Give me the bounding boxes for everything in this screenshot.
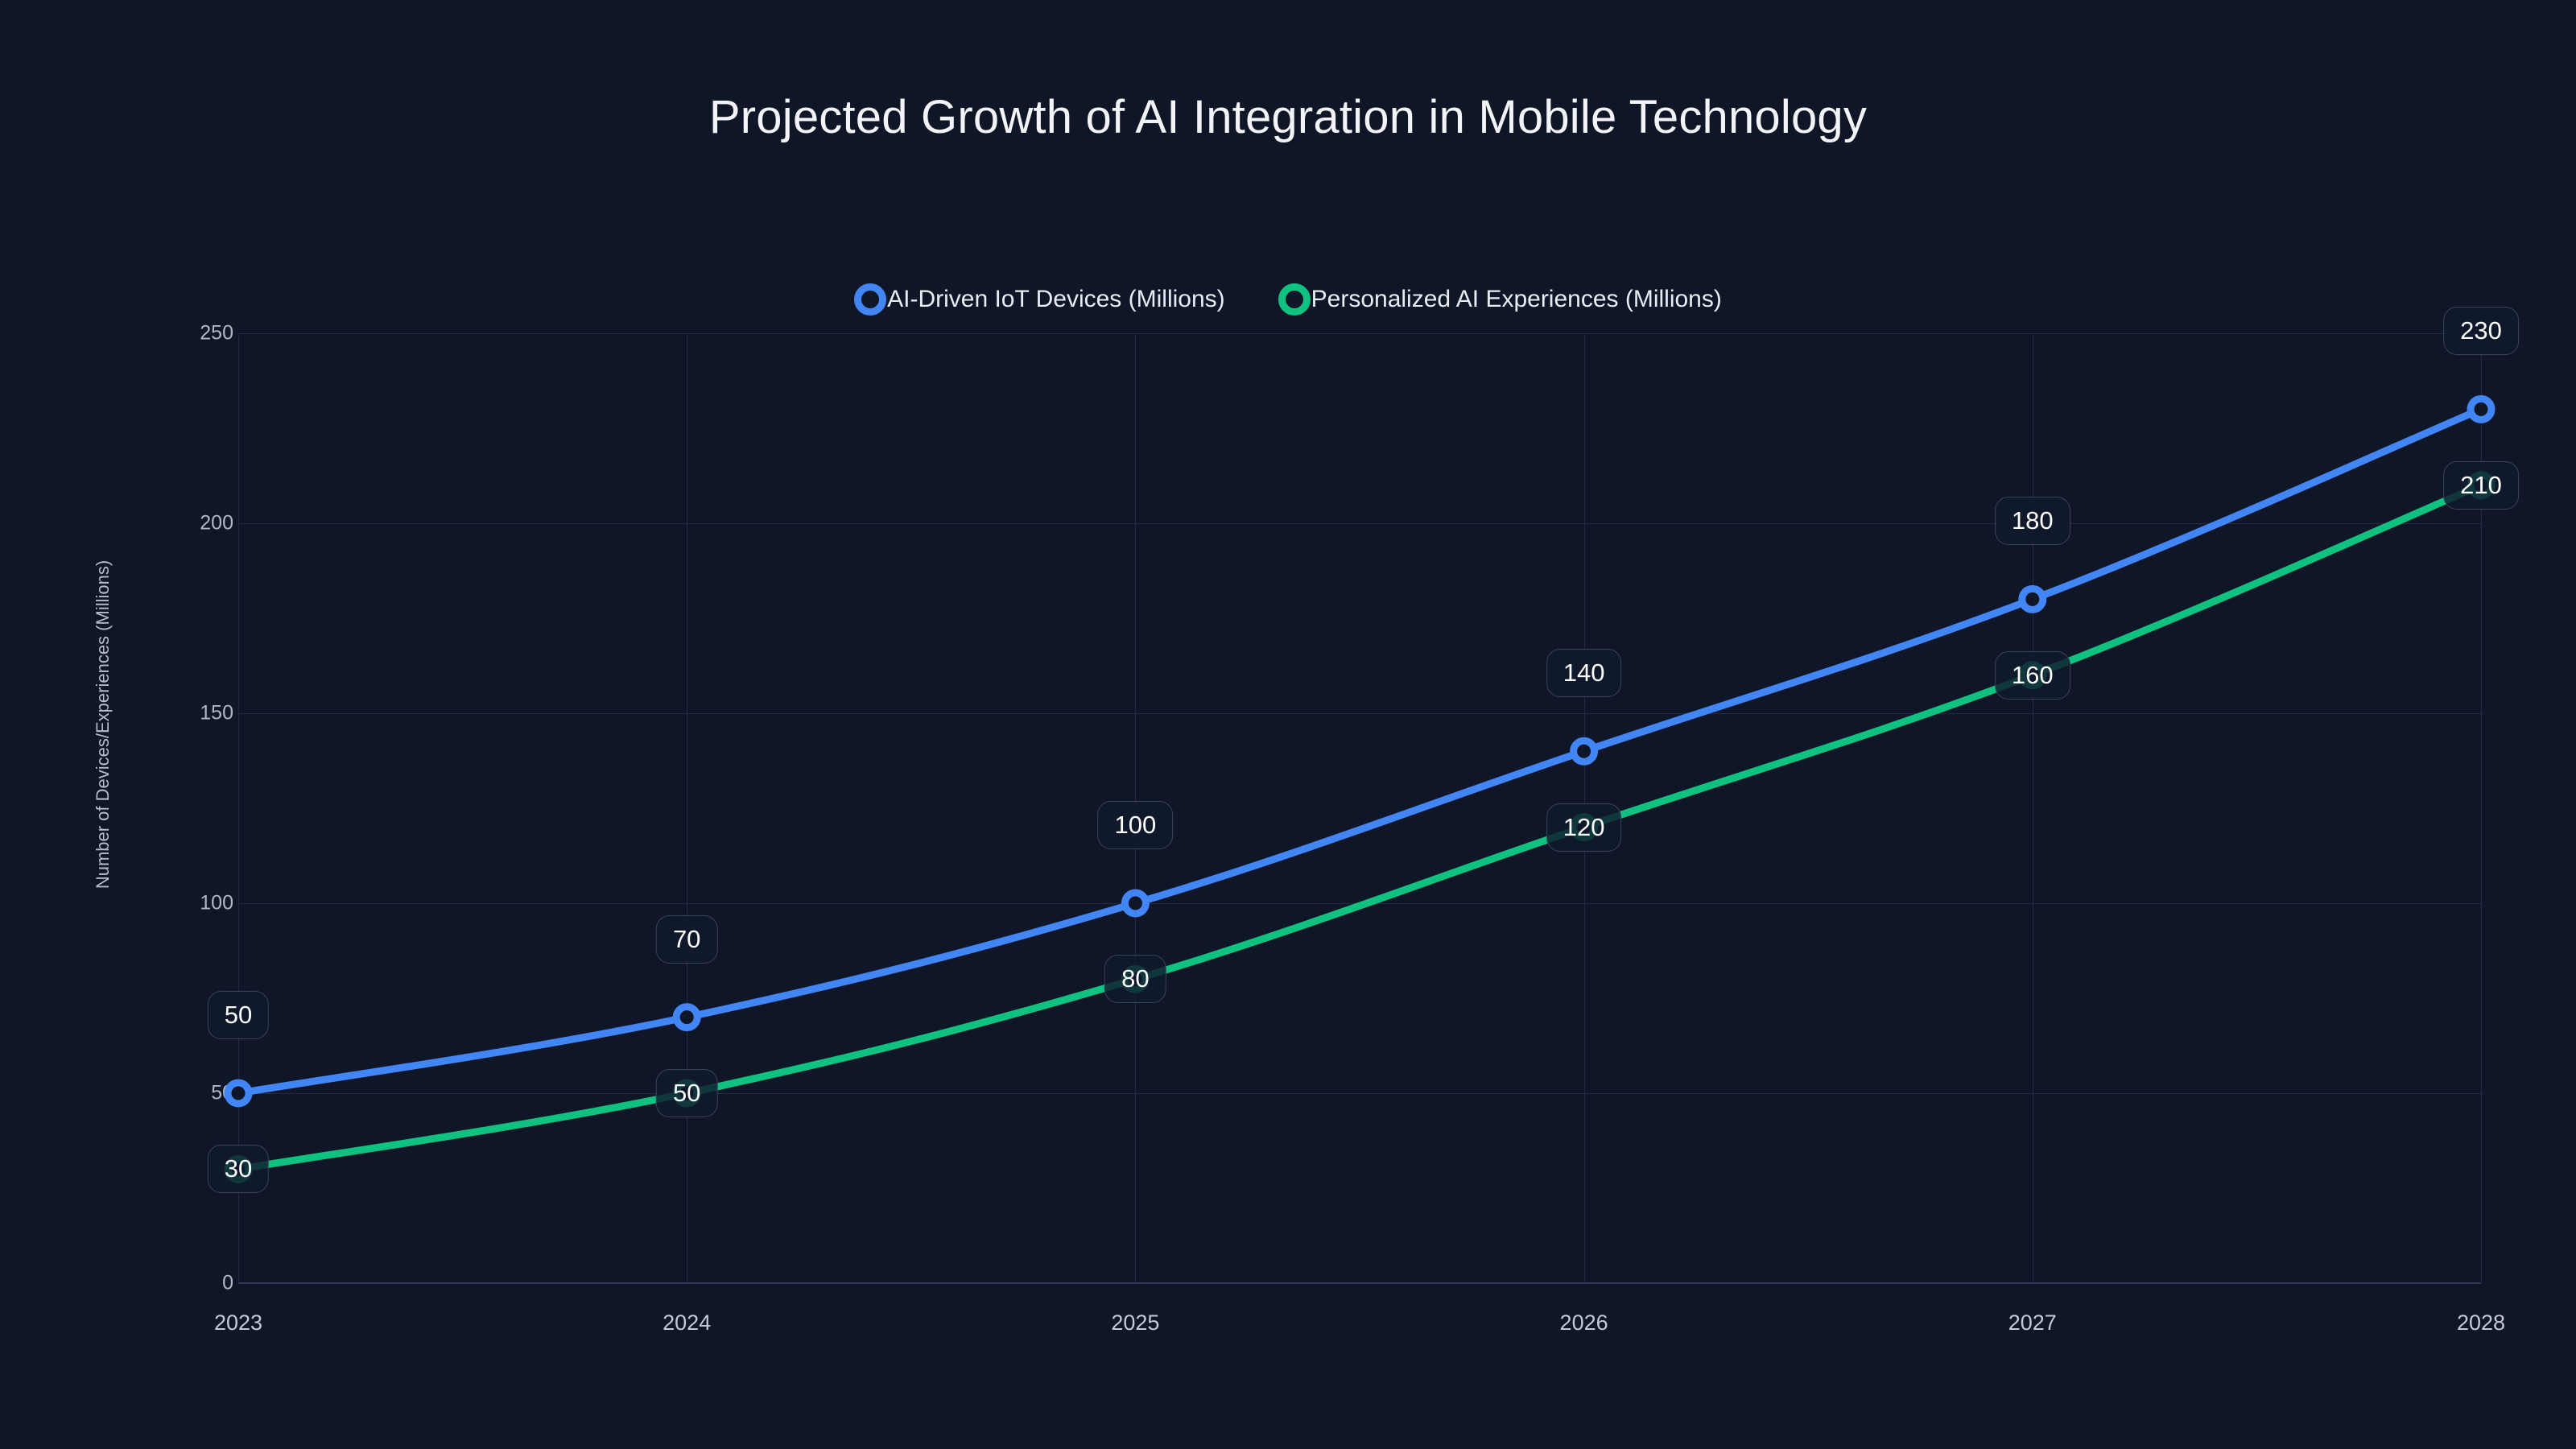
gridline-horizontal — [238, 713, 2481, 714]
y-axis-tick-label: 200 — [200, 511, 233, 535]
data-point-label: 120 — [1546, 803, 1622, 852]
x-axis-tick-label: 2023 — [213, 1311, 263, 1335]
data-point-marker[interactable] — [2467, 394, 2496, 423]
data-point-label: 140 — [1546, 649, 1622, 698]
x-axis-tick-label: 2026 — [1559, 1311, 1608, 1335]
x-axis-tick-label: 2025 — [1111, 1311, 1160, 1335]
legend-item-personalized-ai-experiences[interactable]: Personalized AI Experiences (Millions) — [1278, 283, 1722, 316]
legend-item-label: AI-Driven IoT Devices (Millions) — [887, 286, 1225, 312]
data-point-marker[interactable] — [1570, 737, 1599, 766]
series-layer — [224, 394, 2496, 1183]
data-point-label: 160 — [1994, 650, 2070, 700]
data-point-label: 230 — [2443, 307, 2519, 356]
data-point-label: 30 — [207, 1145, 270, 1194]
gridline-horizontal — [238, 1093, 2481, 1094]
ring-marker-icon — [854, 283, 887, 316]
data-point-marker[interactable] — [1121, 889, 1150, 918]
y-axis-tick-label: 0 — [222, 1271, 233, 1294]
gridline-horizontal — [238, 523, 2481, 524]
x-axis-tick-label: 2024 — [663, 1311, 712, 1335]
gridline-vertical — [2481, 333, 2482, 1283]
data-point-label: 210 — [2443, 460, 2519, 510]
chart-legend: AI-Driven IoT Devices (Millions) Persona… — [0, 283, 2576, 316]
data-point-label: 50 — [207, 991, 270, 1039]
series-line — [234, 481, 2485, 1173]
legend-item-ai-driven-iot-devices[interactable]: AI-Driven IoT Devices (Millions) — [854, 283, 1225, 316]
data-point-label: 100 — [1097, 801, 1174, 849]
data-point-marker[interactable] — [672, 1003, 701, 1032]
y-axis-tick-label: 150 — [200, 701, 233, 724]
gridline-horizontal — [238, 333, 2481, 334]
data-point-label: 80 — [1104, 955, 1166, 1004]
y-axis-tick-label: 250 — [200, 321, 233, 345]
ring-marker-icon — [1278, 283, 1311, 316]
data-point-marker[interactable] — [2018, 584, 2047, 613]
series-line — [234, 405, 2485, 1097]
data-point-label: 180 — [1994, 497, 2070, 546]
y-axis-title: Number of Devices/Experiences (Millions) — [93, 559, 113, 890]
y-axis-tick-label: 100 — [200, 891, 233, 914]
data-point-marker[interactable] — [224, 1079, 253, 1108]
legend-item-label: Personalized AI Experiences (Millions) — [1311, 286, 1722, 312]
plot-area: 50 70 100 140 180 230 30 50 80 120 160 210 — [207, 307, 2519, 1284]
x-axis-line — [238, 1282, 2481, 1284]
data-point-label: 50 — [655, 1069, 718, 1117]
x-axis-tick-label: 2028 — [2456, 1311, 2506, 1335]
gridline-vertical — [238, 333, 239, 1283]
x-axis-tick-label: 2027 — [2008, 1311, 2057, 1335]
data-point-label: 70 — [655, 914, 718, 964]
page-title: Projected Growth of AI Integration in Mo… — [708, 91, 1868, 143]
